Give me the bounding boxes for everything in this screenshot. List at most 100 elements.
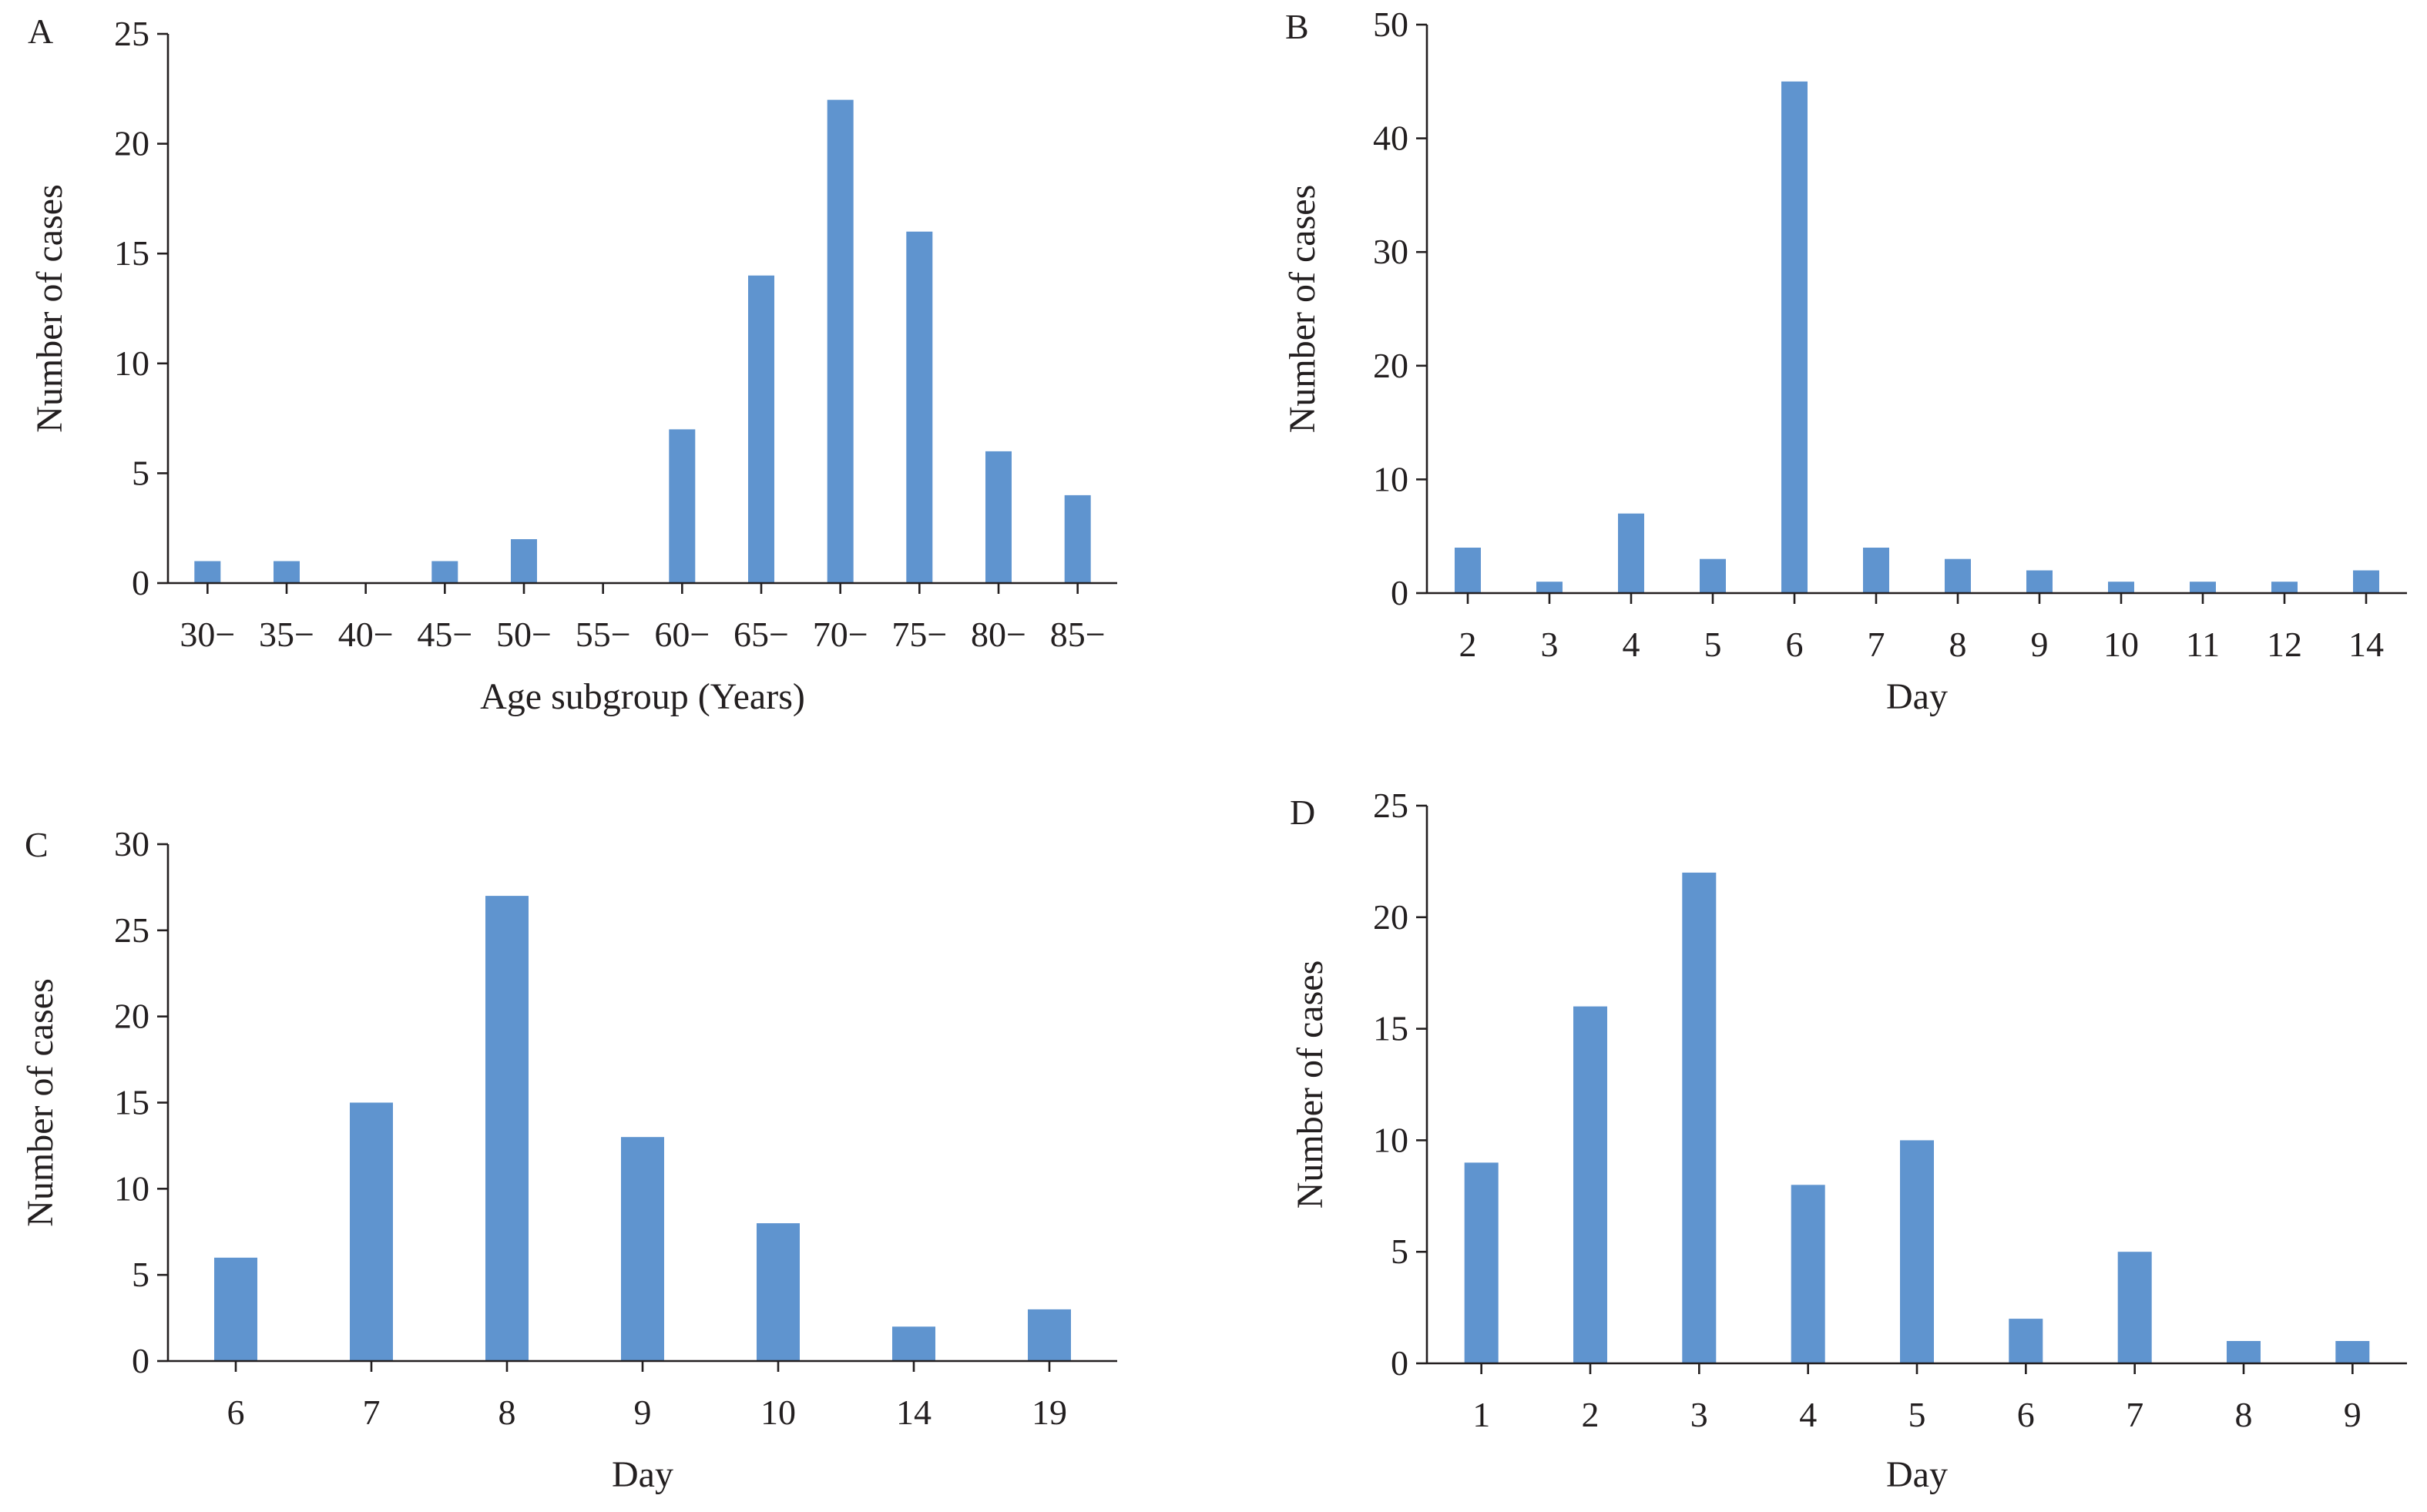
- panel-b-y-tick-label-30: 30: [1373, 232, 1408, 271]
- panel-c-y-tick-label-30: 30: [114, 824, 149, 863]
- panel-d-bar-5: [1900, 1140, 1934, 1363]
- panel-b-x-tick-label-1: 2: [1459, 625, 1477, 664]
- panel-a-y-tick-label-20: 20: [114, 124, 149, 163]
- panel-d-x-tick-label-8: 8: [2235, 1395, 2253, 1434]
- panel-b-bar-5: [1781, 81, 1808, 594]
- panel-a-bar-10: [906, 231, 933, 583]
- panel-d-x-axis-title: Day: [1886, 1454, 1948, 1495]
- panel-b-x-tick-label-10: 11: [2186, 625, 2220, 664]
- panel-a-x-tick-label-12: 85−: [1050, 615, 1106, 654]
- panel-b-y-tick-label-50: 50: [1373, 5, 1408, 44]
- panel-b-bar-11: [2271, 582, 2298, 593]
- panel-a-bar-7: [669, 429, 696, 583]
- panel-a-y-tick-label-25: 25: [114, 14, 149, 53]
- panel-c-x-tick-label-7: 19: [1032, 1393, 1067, 1432]
- panel-a-bar-5: [511, 539, 537, 583]
- panel-d-y-tick-label-20: 20: [1373, 897, 1408, 937]
- panel-b-x-tick-label-11: 12: [2267, 625, 2302, 664]
- panel-a-bar-9: [827, 99, 854, 584]
- panel-b-bar-12: [2353, 570, 2379, 593]
- panel-d-bar-4: [1791, 1185, 1825, 1363]
- panel-d-y-tick-label-25: 25: [1373, 786, 1408, 825]
- panel-b-x-tick-label-2: 3: [1541, 625, 1559, 664]
- panel-b-bar-1: [1455, 548, 1481, 593]
- panel-b-x-tick-label-6: 7: [1868, 625, 1885, 664]
- panel-d-y-axis-title: Number of cases: [1290, 961, 1331, 1209]
- panel-d-bar-7: [2117, 1252, 2152, 1363]
- panel-c-y-axis-title: Number of cases: [20, 978, 61, 1227]
- panel-b-bar-4: [1700, 558, 1726, 593]
- panel-d-y-tick-label-10: 10: [1373, 1120, 1408, 1159]
- panel-a-bar-1: [194, 561, 221, 583]
- panel-c-x-axis-title: Day: [612, 1454, 673, 1495]
- panel-a-y-tick-label-5: 5: [132, 453, 149, 492]
- panel-c-bar-3: [485, 896, 529, 1361]
- panel-d-x-tick-label-4: 4: [1799, 1395, 1817, 1434]
- panel-d-y-tick-label-0: 0: [1391, 1343, 1408, 1383]
- panel-b-y-tick-label-40: 40: [1373, 119, 1408, 158]
- panel-d-bar-8: [2227, 1341, 2261, 1363]
- panel-a-y-tick-label-0: 0: [132, 563, 149, 602]
- panel-c-bar-7: [1028, 1309, 1071, 1361]
- panel-a-x-tick-label-1: 30−: [180, 615, 235, 654]
- panel-b-x-tick-label-3: 4: [1623, 625, 1640, 664]
- panel-a-x-tick-label-8: 65−: [733, 615, 789, 654]
- panel-c-x-tick-label-3: 8: [498, 1393, 516, 1432]
- panel-c-x-tick-label-1: 6: [227, 1393, 245, 1432]
- panel-a-x-tick-label-3: 40−: [338, 615, 394, 654]
- panel-d-x-tick-label-3: 3: [1690, 1395, 1708, 1434]
- panel-a-x-tick-label-11: 80−: [971, 615, 1026, 654]
- panel-d-x-tick-label-7: 7: [2126, 1395, 2143, 1434]
- panel-b-bar-10: [2190, 582, 2216, 593]
- panel-b-x-tick-label-12: 14: [2348, 625, 2384, 664]
- panel-a-bar-2: [274, 561, 300, 583]
- panel-c-bar-5: [757, 1223, 800, 1361]
- panel-d-x-tick-label-5: 5: [1908, 1395, 1926, 1434]
- panel-a-bar-12: [1064, 495, 1091, 583]
- panel-a-y-axis-title: Number of cases: [29, 184, 70, 433]
- panel-a-x-tick-label-4: 45−: [417, 615, 472, 654]
- panel-c-y-tick-label-20: 20: [114, 997, 149, 1036]
- panel-b-x-tick-label-8: 9: [2031, 625, 2049, 664]
- panel-d-bar-1: [1464, 1162, 1499, 1363]
- panel-b-bar-6: [1863, 548, 1889, 593]
- panel-a-x-tick-label-10: 75−: [891, 615, 947, 654]
- panel-c-x-tick-label-5: 10: [760, 1393, 796, 1432]
- panel-a-y-tick-label-15: 15: [114, 233, 149, 273]
- panel-c-x-tick-label-4: 9: [634, 1393, 652, 1432]
- panel-a-x-tick-label-9: 70−: [813, 615, 868, 654]
- panel-b-x-tick-label-5: 6: [1786, 625, 1804, 664]
- panel-a-x-tick-label-7: 60−: [654, 615, 710, 654]
- panel-c-bar-2: [350, 1102, 393, 1361]
- panel-d-label: D: [1290, 793, 1315, 832]
- panel-c-y-tick-label-25: 25: [114, 910, 149, 950]
- panel-d-x-tick-label-1: 1: [1472, 1395, 1490, 1434]
- panel-b-y-tick-label-20: 20: [1373, 346, 1408, 385]
- panel-d-x-tick-label-2: 2: [1582, 1395, 1600, 1434]
- panel-d-bar-2: [1573, 1006, 1607, 1363]
- panel-d: D 0 5 10 15 20 25 1 2 3 4 5 6 7 8 9 Day Number of cases: [1290, 786, 2407, 1495]
- panel-c-y-tick-label-5: 5: [132, 1255, 149, 1294]
- panel-b-y-axis-title: Number of cases: [1282, 185, 1323, 434]
- panel-b-label: B: [1285, 7, 1309, 46]
- panel-b-bar-2: [1536, 582, 1563, 593]
- panel-d-x-tick-label-9: 9: [2344, 1395, 2362, 1434]
- panel-a-bar-8: [748, 275, 774, 583]
- panel-d-y-tick-label-15: 15: [1373, 1009, 1408, 1048]
- panel-d-bar-9: [2335, 1341, 2370, 1363]
- panel-b: B 0 10 20 30 40 50 2 3 4 5 6 7 8 9 10 11 12 14 Day Number of…: [1282, 5, 2407, 717]
- panel-a-x-axis-title: Age subgroup (Years): [480, 676, 805, 717]
- panel-b-bar-3: [1618, 513, 1644, 593]
- panel-c-y-tick-label-15: 15: [114, 1083, 149, 1122]
- panel-b-bar-7: [1945, 558, 1971, 593]
- panel-c-bar-1: [214, 1257, 257, 1361]
- panel-a-label: A: [28, 12, 53, 51]
- panel-d-y-tick-label-5: 5: [1391, 1232, 1408, 1271]
- panel-c-y-tick-label-10: 10: [114, 1168, 149, 1208]
- panel-b-bar-8: [2026, 570, 2053, 593]
- panel-a-x-tick-label-6: 55−: [576, 615, 631, 654]
- panel-c-x-tick-label-2: 7: [363, 1393, 381, 1432]
- panel-c: C 0 5 10 15 20 25 30 6 7 8 9 10 14 19 Day Number of case…: [20, 824, 1117, 1495]
- panel-a-bar-4: [431, 561, 458, 583]
